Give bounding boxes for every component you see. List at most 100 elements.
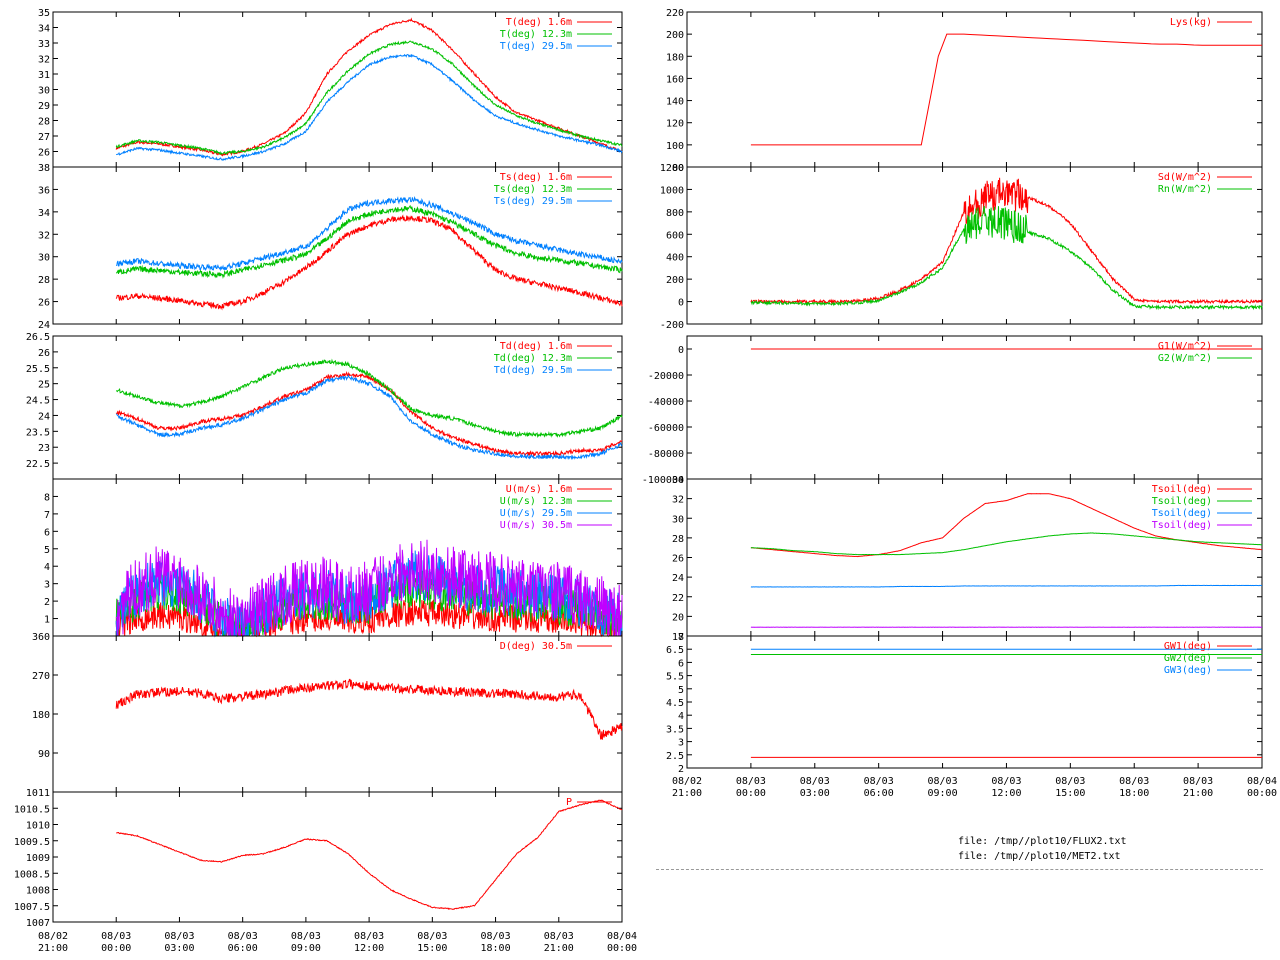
x-tick-time-left: 00:00 bbox=[101, 943, 131, 954]
y-tick-label: 33 bbox=[38, 39, 50, 50]
x-tick-date-left: 08/02 bbox=[38, 931, 68, 942]
series-line-pres-0 bbox=[116, 799, 623, 911]
y-tick-label: 36 bbox=[38, 185, 50, 196]
y-tick-label: 1011 bbox=[26, 788, 50, 799]
series-line-tdew-2 bbox=[116, 374, 623, 461]
y-tick-label: 32 bbox=[38, 230, 50, 241]
x-tick-date-right: 08/03 bbox=[1055, 776, 1085, 787]
y-tick-label: 1010 bbox=[26, 821, 50, 832]
file-label-flux: file: /tmp//plot10/FLUX2.txt bbox=[958, 836, 1127, 847]
y-tick-label: 5.5 bbox=[666, 672, 684, 683]
series-line-tsurf-1 bbox=[115, 204, 623, 279]
series-line-lys-0 bbox=[750, 33, 1262, 146]
y-tick-label: 20 bbox=[672, 612, 684, 623]
x-tick-time-left: 12:00 bbox=[354, 943, 384, 954]
y-tick-label: 28 bbox=[672, 534, 684, 545]
y-tick-label: 5 bbox=[678, 685, 684, 696]
legend-label: U(m/s) 29.5m bbox=[500, 508, 572, 519]
x-tick-date-right: 08/03 bbox=[864, 776, 894, 787]
y-tick-label: 800 bbox=[666, 208, 684, 219]
y-tick-label: 0 bbox=[678, 298, 684, 309]
y-tick-label: 23 bbox=[38, 443, 50, 454]
y-tick-label: 32 bbox=[672, 495, 684, 506]
x-tick-date-right: 08/03 bbox=[800, 776, 830, 787]
y-tick-label: -60000 bbox=[648, 423, 684, 434]
y-tick-label: 180 bbox=[32, 710, 50, 721]
y-tick-label: 1 bbox=[44, 615, 50, 626]
y-tick-label: 7 bbox=[44, 510, 50, 521]
y-tick-label: 400 bbox=[666, 253, 684, 264]
y-tick-label: 34 bbox=[38, 208, 50, 219]
y-tick-label: 200 bbox=[666, 30, 684, 41]
y-tick-label: 360 bbox=[32, 632, 50, 643]
plot-frame bbox=[52, 791, 623, 923]
legend-label: Tsoil(deg) bbox=[1152, 496, 1212, 507]
plot-frame bbox=[686, 166, 1263, 325]
legend-label: U(m/s) 1.6m bbox=[506, 484, 572, 495]
y-tick-label: 1009 bbox=[26, 853, 50, 864]
series-line-tsoil-2 bbox=[750, 584, 1262, 588]
y-tick-label: 30 bbox=[672, 514, 684, 525]
x-tick-date-left: 08/03 bbox=[481, 931, 511, 942]
y-tick-label: 22 bbox=[672, 593, 684, 604]
y-tick-label: 25.5 bbox=[26, 364, 50, 375]
x-tick-date-right: 08/04 bbox=[1247, 776, 1277, 787]
y-tick-label: 180 bbox=[666, 52, 684, 63]
plot-frame bbox=[52, 635, 623, 793]
x-tick-date-right: 08/03 bbox=[736, 776, 766, 787]
y-tick-label: 26 bbox=[38, 148, 50, 159]
y-tick-label: 26.5 bbox=[26, 332, 50, 343]
legend-label: Ts(deg) 12.3m bbox=[494, 184, 572, 195]
x-tick-date-right: 08/03 bbox=[991, 776, 1021, 787]
x-tick-time-left: 18:00 bbox=[481, 943, 511, 954]
y-tick-label: -40000 bbox=[648, 397, 684, 408]
x-tick-date-right: 08/03 bbox=[928, 776, 958, 787]
y-tick-label: 6 bbox=[44, 527, 50, 538]
y-tick-label: 1010.5 bbox=[14, 804, 50, 815]
plot-frame bbox=[686, 11, 1263, 168]
y-tick-label: 1000 bbox=[660, 185, 684, 196]
legend-label: D(deg) 30.5m bbox=[500, 641, 572, 652]
y-tick-label: 26 bbox=[38, 298, 50, 309]
y-tick-label: 8 bbox=[44, 492, 50, 503]
y-tick-label: 31 bbox=[38, 70, 50, 81]
legend-label: Lys(kg) bbox=[1170, 17, 1212, 28]
legend-label: T(deg) 12.3m bbox=[500, 29, 572, 40]
x-tick-time-left: 21:00 bbox=[544, 943, 574, 954]
series-line-rad-0 bbox=[750, 177, 1263, 305]
legend-label: Td(deg) 1.6m bbox=[500, 341, 572, 352]
y-tick-label: 28 bbox=[38, 275, 50, 286]
y-tick-label: 25 bbox=[38, 380, 50, 391]
file-footer: file: /tmp//plot10/FLUX2.txt file: /tmp/… bbox=[958, 834, 1127, 864]
y-tick-label: 4.5 bbox=[666, 698, 684, 709]
y-tick-label: 6 bbox=[678, 658, 684, 669]
y-tick-label: 270 bbox=[32, 671, 50, 682]
y-tick-label: 220 bbox=[666, 8, 684, 19]
x-tick-time-right: 21:00 bbox=[1183, 788, 1213, 799]
y-tick-label: 120 bbox=[666, 119, 684, 130]
legend-label: G1(W/m^2) bbox=[1158, 341, 1212, 352]
x-tick-time-left: 06:00 bbox=[228, 943, 258, 954]
y-tick-label: -200 bbox=[660, 320, 684, 331]
legend-label: Tsoil(deg) bbox=[1152, 484, 1212, 495]
series-line-temp-1 bbox=[115, 40, 623, 155]
y-tick-label: 30 bbox=[38, 86, 50, 97]
y-tick-label: 80 bbox=[672, 163, 684, 174]
y-tick-label: 1200 bbox=[660, 163, 684, 174]
x-tick-date-right: 08/02 bbox=[672, 776, 702, 787]
legend-label: U(m/s) 30.5m bbox=[500, 520, 572, 531]
y-tick-label: -20000 bbox=[648, 371, 684, 382]
y-tick-label: 26 bbox=[672, 554, 684, 565]
x-tick-date-left: 08/03 bbox=[291, 931, 321, 942]
chart-panel-wind: 1 2 3 4 5 6 7 8 U(m/s) 1.6mU(m/s) 12.3mU(m/s) 29… bbox=[44, 478, 623, 638]
legend-label: Tsoil(deg) bbox=[1152, 508, 1212, 519]
legend-label: Ts(deg) 29.5m bbox=[494, 196, 572, 207]
y-tick-label: 2 bbox=[678, 764, 684, 775]
y-tick-label: 18 bbox=[672, 632, 684, 643]
y-tick-label: 3.5 bbox=[666, 724, 684, 735]
y-tick-label: 600 bbox=[666, 230, 684, 241]
y-tick-label: 24 bbox=[38, 411, 50, 422]
chart-panel-temp: 26 27 28 29 30 31 32 33 34 35 T(deg) 1.6mT(deg) 12… bbox=[38, 8, 623, 168]
series-line-tsurf-2 bbox=[116, 196, 623, 272]
